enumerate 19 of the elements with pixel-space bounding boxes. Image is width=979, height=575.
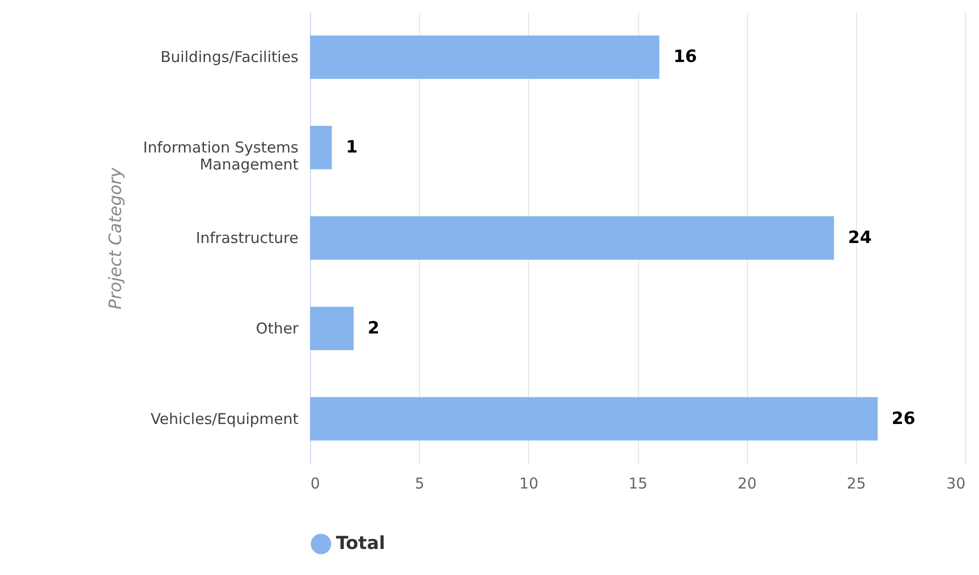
x-tick-label: 30 [946,474,966,492]
x-tick-label: 5 [414,474,424,492]
legend-label: Total [336,533,386,554]
data-label: 24 [848,228,872,248]
y-tick-label: Buildings/Facilities [160,48,299,66]
x-tick-label: 25 [846,474,866,492]
x-tick-label: 15 [628,474,648,492]
y-tick-label: Information Systems Management [143,138,299,174]
data-label: 2 [368,318,380,338]
y-tick-label: Vehicles/Equipment [150,410,299,428]
data-label: 16 [673,47,698,68]
y-tick-label: Other [256,319,300,338]
x-tick-label: 20 [738,474,757,492]
data-label: 26 [892,408,916,429]
y-tick-label: Infrastructure [196,229,298,247]
x-tick-label: 10 [519,474,538,492]
y-axis-title: Project Category [106,166,126,310]
data-label: 1 [346,138,358,158]
x-tick-label: 0 [310,474,320,492]
